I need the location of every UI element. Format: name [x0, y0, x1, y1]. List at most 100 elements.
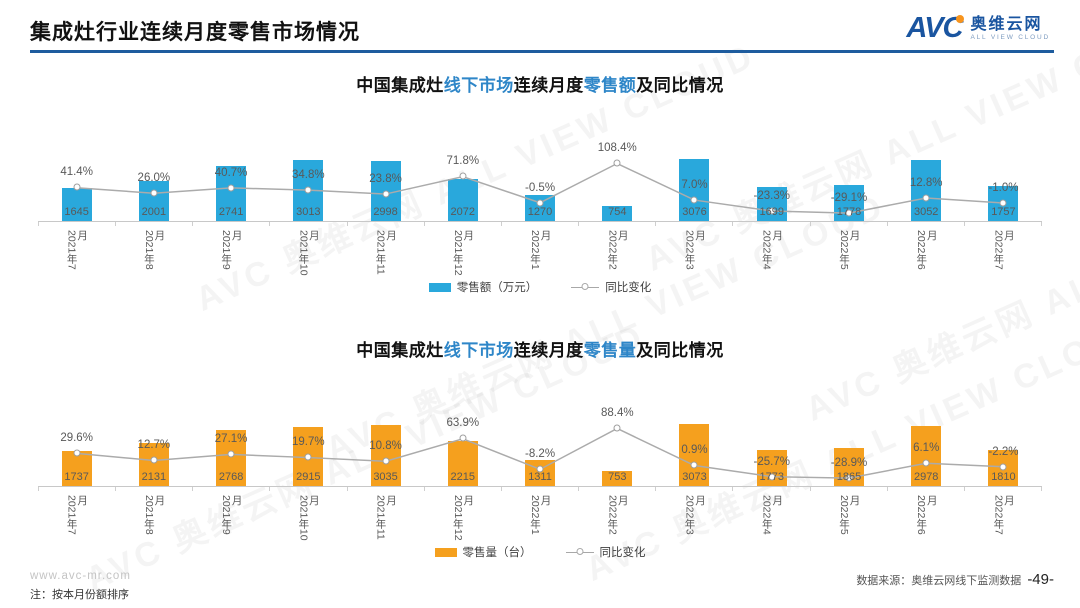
x-axis-label-text: 2022年2月 — [606, 495, 629, 535]
bar-value-label: 1865 — [836, 471, 862, 483]
axis-tick — [193, 222, 271, 226]
line-marker-icon — [613, 159, 621, 167]
bar — [138, 180, 169, 221]
yoy-percent-label: 0.9% — [681, 444, 708, 457]
x-axis-label-text: 2021年12月 — [451, 495, 475, 541]
x-axis-label-text: 2021年11月 — [374, 230, 398, 275]
line-marker-icon — [227, 184, 235, 192]
logo-wordmark: 奥维云网 ALL VIEW CLOUD — [970, 16, 1050, 41]
chart-column: 3076 7.0% — [656, 110, 733, 221]
x-axis-label-text: 2021年8月 — [142, 230, 166, 270]
x-axis-label: 2022年1月 — [501, 226, 578, 278]
page-title: 集成灶行业连续月度零售市场情况 — [30, 21, 360, 44]
bar — [679, 424, 710, 486]
bar-value-label: 3035 — [373, 471, 398, 483]
legend-line-marker-icon — [571, 283, 600, 290]
chart-title-segment: 零售额 — [583, 76, 637, 95]
line-marker-icon — [304, 186, 312, 194]
bar — [756, 186, 787, 221]
bar-value-label: 1757 — [991, 206, 1016, 218]
legend-item-bar-series: 零售额（万元） — [428, 279, 537, 295]
bar-value-label: 3013 — [296, 206, 321, 218]
x-axis-label: 2021年8月 — [115, 491, 192, 543]
plot-area: 1737 29.6% 2131 12.7% 2768 27.1% 2915 19.7% 3035… — [38, 375, 1042, 487]
x-axis-label: 2021年9月 — [192, 226, 269, 278]
line-marker-icon — [768, 207, 776, 215]
line-marker-icon — [536, 465, 544, 473]
bar-value-label: 1737 — [64, 471, 89, 483]
axis-tick — [965, 487, 1043, 491]
x-axis-label-text: 2022年4月 — [760, 230, 784, 270]
axis-tick — [193, 487, 271, 491]
footer-right: 数据来源：奥维云网线下监测数据 -49- — [856, 571, 1054, 602]
chart-column: 2998 23.8% — [347, 110, 424, 221]
x-axis-label-text: 2022年6月 — [915, 495, 938, 535]
chart-retail-volume: 中国集成灶线下市场连续月度零售量及同比情况 1737 29.6% 2131 12.7%… — [28, 336, 1052, 561]
x-axis-label-text: 2022年7月 — [992, 495, 1015, 535]
yoy-percent-label: 12.8% — [909, 176, 943, 189]
yoy-percent-label: 63.9% — [446, 417, 480, 430]
x-axis-label-text: 2021年12月 — [451, 230, 475, 276]
line-marker-icon — [382, 190, 390, 198]
chart-legend: 零售额（万元） 同比变化 — [28, 278, 1052, 296]
x-axis-label: 2022年1月 — [501, 491, 578, 543]
bar — [138, 443, 169, 486]
page-footer: www.avc-mr.com 注：按本月份额排序 数据来源：奥维云网线下监测数据… — [0, 570, 1080, 602]
axis-tick — [38, 222, 117, 226]
axis-tick — [116, 487, 194, 491]
bar — [602, 470, 633, 486]
x-axis-label: 2022年5月 — [810, 226, 887, 278]
x-axis-label: 2022年3月 — [656, 226, 733, 278]
chart-title-segment: 线下市场 — [443, 341, 514, 360]
x-axis-label-text: 2022年3月 — [683, 495, 706, 535]
yoy-percent-label: -0.5% — [525, 181, 556, 194]
axis-tick — [733, 222, 811, 226]
x-axis-label: 2021年9月 — [192, 491, 269, 543]
chart-title-segment: 及同比情况 — [636, 341, 724, 360]
axis-tick — [116, 222, 194, 226]
chart-column: 3052 12.8% — [888, 110, 965, 221]
chart-retail-sales: 中国集成灶线下市场连续月度零售额及同比情况 1645 41.4% 2001 26.0%… — [28, 71, 1052, 296]
axis-tick — [579, 222, 657, 226]
axis-tick — [425, 222, 502, 226]
footnote: 注：按本月份额排序 — [30, 589, 129, 601]
bar — [911, 425, 942, 486]
x-axis-label-text: 2022年1月 — [529, 495, 552, 535]
line-marker-icon — [845, 209, 853, 217]
x-axis-label: 2021年11月 — [347, 491, 424, 543]
data-source: 数据来源：奥维云网线下监测数据 — [856, 575, 1022, 587]
x-axis-label: 2021年7月 — [38, 491, 115, 543]
x-axis-label-text: 2021年10月 — [297, 230, 320, 276]
chart-title-segment: 零售量 — [583, 341, 637, 360]
logo-orange-dot-icon — [956, 15, 965, 23]
plot-area: 1645 41.4% 2001 26.0% 2741 40.7% 3013 34.8% 2998… — [38, 110, 1042, 222]
yoy-percent-label: -28.9% — [830, 457, 868, 469]
avc-logo: AVC 奥维云网 ALL VIEW CLOUD — [906, 14, 1050, 43]
axis-tick — [656, 222, 734, 226]
bar — [679, 159, 710, 221]
yoy-percent-label: -2.2% — [988, 445, 1019, 458]
chart-title-segment: 中国集成灶 — [356, 76, 444, 95]
x-axis-label-text: 2021年11月 — [374, 495, 398, 540]
legend-line-marker-icon — [565, 548, 594, 555]
yoy-percent-label: -1.0% — [988, 181, 1019, 194]
chart-column: 2741 40.7% — [192, 110, 269, 221]
axis-tick — [348, 222, 425, 226]
x-axis-label: 2022年6月 — [888, 226, 965, 278]
chart-column: 3073 0.9% — [656, 375, 733, 486]
x-axis-label: 2021年11月 — [347, 226, 424, 278]
chart-title-segment: 及同比情况 — [636, 76, 724, 95]
legend-label: 零售量（台） — [462, 547, 532, 559]
axis-tick — [270, 222, 348, 226]
axis-tick — [888, 487, 965, 491]
bar — [61, 451, 92, 486]
yoy-percent-label: 108.4% — [597, 142, 637, 154]
logo-avc-letters: AVC — [906, 12, 963, 44]
axis-tick — [811, 222, 888, 226]
page-header: 集成灶行业连续月度零售市场情况 AVC 奥维云网 ALL VIEW CLOUD — [0, 0, 1080, 53]
bar — [216, 430, 247, 486]
x-axis-label-text: 2022年4月 — [760, 495, 784, 535]
line-marker-icon — [922, 194, 930, 202]
chart-title: 中国集成灶线下市场连续月度零售额及同比情况 — [28, 71, 1052, 96]
bar-value-label: 754 — [608, 206, 627, 218]
